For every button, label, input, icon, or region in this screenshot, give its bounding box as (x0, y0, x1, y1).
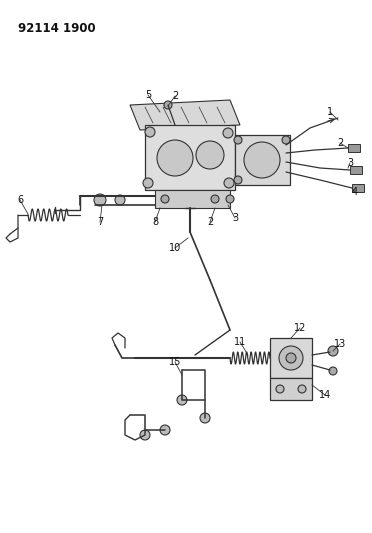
Text: 8: 8 (152, 217, 158, 227)
Circle shape (244, 142, 280, 178)
Text: 4: 4 (352, 187, 358, 197)
Bar (235, 135, 290, 185)
Circle shape (145, 127, 155, 137)
Text: 6: 6 (17, 195, 23, 205)
Text: 14: 14 (319, 390, 331, 400)
Bar (352, 184, 364, 192)
Bar (145, 125, 235, 190)
Circle shape (160, 425, 170, 435)
Text: 2: 2 (172, 91, 178, 101)
Polygon shape (130, 100, 240, 130)
Text: 13: 13 (334, 339, 346, 349)
Circle shape (94, 194, 106, 206)
Bar (348, 144, 360, 152)
Text: 5: 5 (145, 90, 151, 100)
Text: 92114 1900: 92114 1900 (18, 22, 96, 35)
Circle shape (279, 346, 303, 370)
Text: 10: 10 (169, 243, 181, 253)
Text: 3: 3 (232, 213, 238, 223)
Circle shape (211, 195, 219, 203)
Circle shape (200, 413, 210, 423)
Text: 12: 12 (294, 323, 306, 333)
Bar (270, 338, 312, 378)
Circle shape (177, 395, 187, 405)
Circle shape (286, 353, 296, 363)
Circle shape (282, 136, 290, 144)
Circle shape (329, 367, 337, 375)
Text: 15: 15 (169, 357, 181, 367)
Circle shape (224, 178, 234, 188)
Text: 1: 1 (327, 107, 333, 117)
Circle shape (328, 346, 338, 356)
Circle shape (234, 176, 242, 184)
Text: 11: 11 (234, 337, 246, 347)
Bar (350, 166, 362, 174)
Circle shape (276, 385, 284, 393)
Circle shape (234, 136, 242, 144)
Circle shape (298, 385, 306, 393)
Circle shape (164, 101, 172, 109)
Text: 2: 2 (207, 217, 213, 227)
Text: 3: 3 (347, 158, 353, 168)
Circle shape (115, 195, 125, 205)
Circle shape (226, 195, 234, 203)
Circle shape (223, 128, 233, 138)
Bar (155, 190, 230, 208)
Circle shape (140, 430, 150, 440)
Circle shape (143, 178, 153, 188)
Text: 7: 7 (97, 217, 103, 227)
Bar (270, 378, 312, 400)
Text: 2: 2 (337, 138, 343, 148)
Circle shape (161, 195, 169, 203)
Circle shape (157, 140, 193, 176)
Circle shape (196, 141, 224, 169)
